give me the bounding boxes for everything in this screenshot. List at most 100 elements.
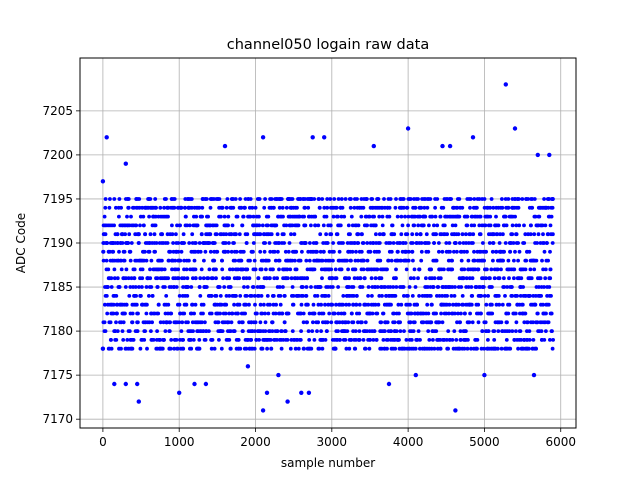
data-point xyxy=(472,258,477,263)
data-point xyxy=(153,249,158,254)
data-point xyxy=(394,197,398,201)
data-point xyxy=(464,241,468,245)
data-point xyxy=(380,214,385,219)
data-point xyxy=(347,346,352,351)
data-point xyxy=(236,338,241,342)
data-point xyxy=(485,267,489,272)
data-point xyxy=(200,205,205,210)
data-point xyxy=(375,311,380,316)
data-point xyxy=(215,249,220,254)
data-point xyxy=(324,329,329,333)
y-tick-label: 7200 xyxy=(42,148,73,162)
data-point xyxy=(183,205,187,210)
data-point xyxy=(465,346,470,351)
data-point xyxy=(312,311,317,316)
data-point xyxy=(226,214,231,219)
data-point xyxy=(526,232,530,237)
data-point xyxy=(148,232,153,237)
data-point xyxy=(244,302,248,307)
data-point xyxy=(245,232,250,237)
data-point xyxy=(202,258,206,263)
data-point xyxy=(546,232,551,237)
data-point xyxy=(197,205,202,210)
data-point xyxy=(497,302,502,307)
data-point xyxy=(457,346,462,351)
data-point xyxy=(389,258,394,263)
data-point xyxy=(209,294,214,298)
data-point xyxy=(100,346,106,351)
data-point xyxy=(371,338,376,342)
data-point xyxy=(200,214,205,219)
data-point xyxy=(247,302,251,307)
data-point xyxy=(464,232,468,237)
data-point xyxy=(377,249,381,254)
data-point xyxy=(470,135,476,140)
data-point xyxy=(468,197,473,201)
data-point xyxy=(543,223,548,228)
data-point xyxy=(276,249,280,254)
data-point xyxy=(403,214,407,219)
data-point xyxy=(317,197,321,201)
data-point xyxy=(419,258,424,263)
data-point xyxy=(272,205,276,210)
data-point xyxy=(257,338,261,342)
data-point xyxy=(546,302,551,307)
data-point xyxy=(413,214,417,219)
data-point xyxy=(388,197,393,201)
data-point xyxy=(160,258,164,263)
data-point xyxy=(459,258,464,263)
data-point xyxy=(506,197,511,201)
data-point xyxy=(411,329,416,333)
data-point xyxy=(306,205,311,210)
data-point xyxy=(172,285,177,289)
data-point xyxy=(278,302,283,307)
data-point xyxy=(201,302,206,307)
data-point xyxy=(237,276,242,281)
data-point xyxy=(392,311,396,316)
data-point xyxy=(300,249,304,254)
data-point xyxy=(422,205,427,210)
data-point xyxy=(483,320,488,325)
data-point xyxy=(166,214,170,219)
data-point xyxy=(387,214,392,219)
data-point xyxy=(220,267,225,272)
data-point xyxy=(123,381,128,387)
data-point xyxy=(204,197,209,201)
data-point xyxy=(542,338,547,342)
data-point xyxy=(258,249,263,254)
data-point xyxy=(402,346,407,351)
data-point xyxy=(252,329,257,333)
data-point xyxy=(112,381,117,387)
data-point xyxy=(108,320,113,325)
data-point xyxy=(148,276,153,281)
data-point xyxy=(376,197,381,201)
data-point xyxy=(241,249,246,254)
data-point xyxy=(179,329,184,333)
data-point xyxy=(426,329,431,333)
data-point xyxy=(226,223,231,228)
data-point xyxy=(361,267,366,272)
data-point xyxy=(298,338,303,342)
data-point xyxy=(399,258,403,263)
data-point xyxy=(491,241,496,245)
data-point xyxy=(344,302,349,307)
data-point xyxy=(103,197,108,201)
data-point xyxy=(103,205,108,210)
data-point xyxy=(492,232,496,237)
data-point xyxy=(350,311,354,316)
data-point xyxy=(360,320,364,325)
data-point xyxy=(208,232,213,237)
data-point xyxy=(453,285,457,289)
data-point xyxy=(512,276,516,281)
data-point xyxy=(516,205,521,210)
data-point xyxy=(337,338,342,342)
data-point xyxy=(233,197,238,201)
data-point xyxy=(366,285,371,289)
data-point xyxy=(355,197,359,201)
data-point xyxy=(198,276,203,281)
data-point xyxy=(369,276,374,281)
data-point xyxy=(383,329,387,333)
data-point xyxy=(153,197,158,201)
data-point xyxy=(228,346,233,351)
data-point xyxy=(343,197,348,201)
